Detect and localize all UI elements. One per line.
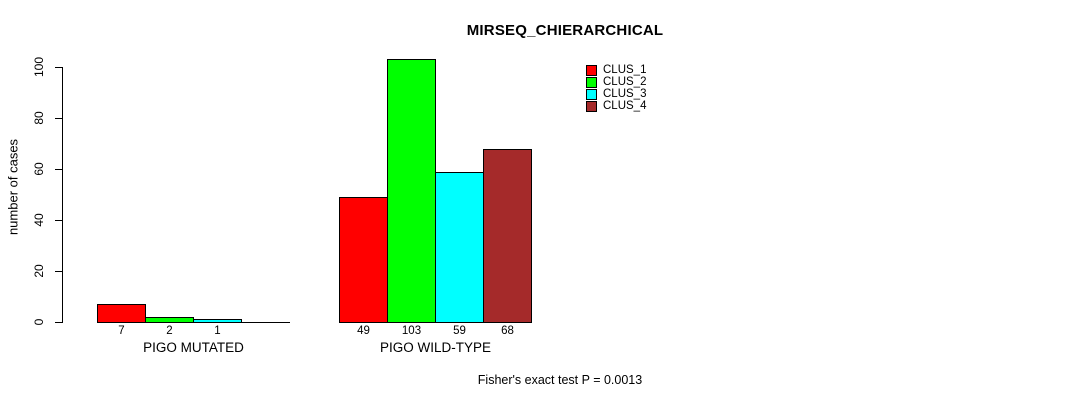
y-axis-tick bbox=[55, 169, 62, 170]
bar-value-label: 103 bbox=[401, 325, 422, 337]
y-axis-tick bbox=[55, 67, 62, 68]
chart-title: MIRSEQ_CHIERARCHICAL bbox=[466, 22, 664, 39]
bar-clus-3 bbox=[435, 172, 484, 323]
bar-value-label: 68 bbox=[501, 325, 514, 337]
legend-label: CLUS_4 bbox=[603, 100, 647, 112]
y-axis-tick bbox=[55, 118, 62, 119]
legend-swatch-icon bbox=[586, 64, 597, 76]
bar-clus-1 bbox=[339, 197, 388, 323]
legend-item: CLUS_3 bbox=[586, 88, 646, 100]
bar-value-label: 49 bbox=[357, 325, 370, 337]
legend-swatch-icon bbox=[586, 88, 597, 100]
y-axis-tick-label: 100 bbox=[32, 56, 46, 78]
fisher-test-annotation: Fisher's exact test P = 0.0013 bbox=[477, 373, 643, 387]
bar-value-label: 2 bbox=[166, 325, 173, 337]
bar-value-label: 1 bbox=[214, 325, 221, 337]
legend: CLUS_1 CLUS_2 CLUS_3 CLUS_4 bbox=[586, 64, 646, 112]
legend-item: CLUS_1 bbox=[586, 64, 646, 76]
x-axis-group-label: PIGO WILD-TYPE bbox=[379, 340, 491, 355]
bar-clus-4 bbox=[483, 149, 532, 323]
legend-item: CLUS_2 bbox=[586, 76, 646, 88]
bar-value-label: 59 bbox=[453, 325, 466, 337]
x-axis-group-label: PIGO MUTATED bbox=[143, 340, 244, 355]
y-axis-tick bbox=[55, 322, 62, 323]
y-axis-tick-label: 40 bbox=[32, 213, 46, 227]
legend-swatch-icon bbox=[586, 100, 597, 112]
y-axis-tick bbox=[55, 220, 62, 221]
legend-swatch-icon bbox=[586, 76, 597, 88]
bar-clus-3 bbox=[193, 319, 242, 323]
legend-item: CLUS_4 bbox=[586, 100, 646, 112]
y-axis-tick-label: 80 bbox=[32, 111, 46, 125]
legend-label: CLUS_2 bbox=[603, 76, 647, 88]
bar-clus-2 bbox=[387, 59, 436, 323]
bar-clus-2 bbox=[145, 317, 194, 323]
bar-clus-1 bbox=[97, 304, 146, 323]
legend-label: CLUS_3 bbox=[603, 88, 647, 100]
y-axis-tick-label: 20 bbox=[32, 264, 46, 278]
y-axis-tick-label: 60 bbox=[32, 162, 46, 176]
y-axis-tick-label: 0 bbox=[32, 318, 46, 326]
y-axis-line bbox=[62, 67, 63, 323]
bar-value-label: 7 bbox=[118, 325, 125, 337]
legend-label: CLUS_1 bbox=[603, 64, 647, 76]
y-axis-tick bbox=[55, 271, 62, 272]
